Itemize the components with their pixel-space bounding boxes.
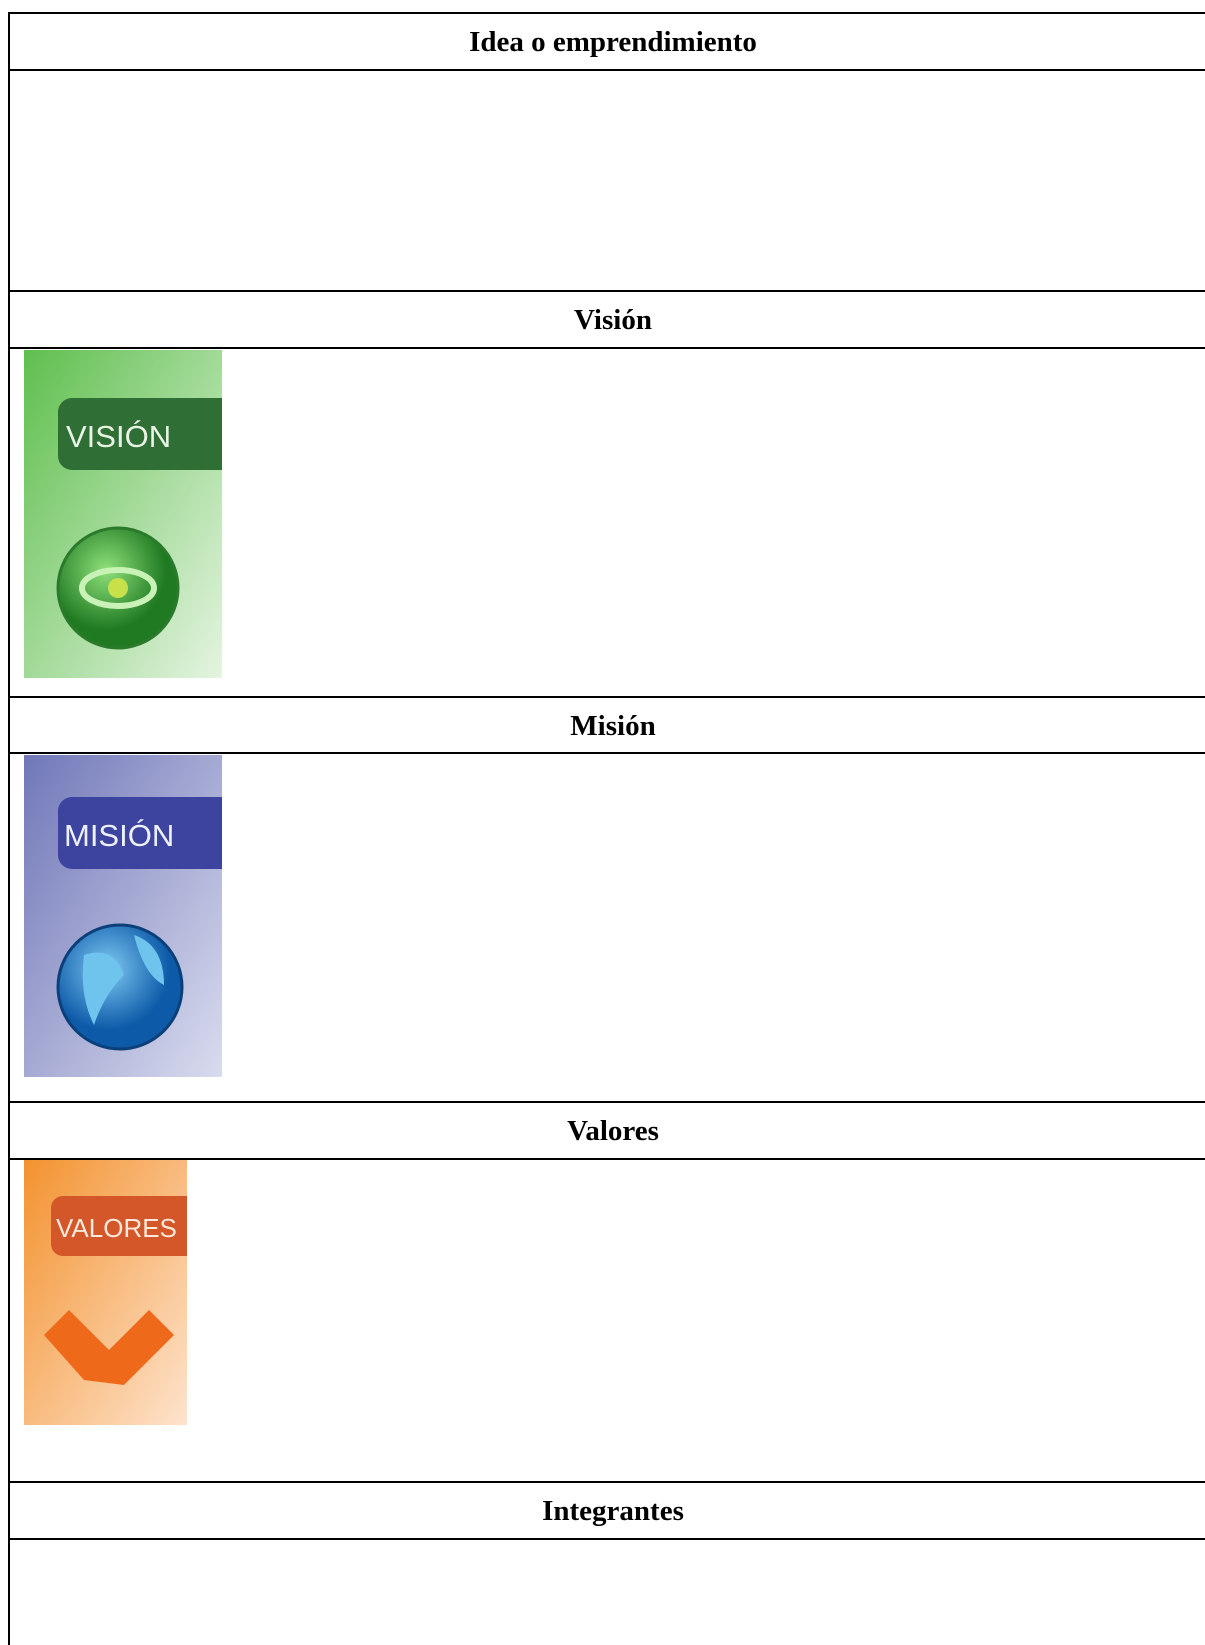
mision-image: MISIÓN <box>24 755 222 1077</box>
table-border <box>8 13 10 1645</box>
table-border <box>8 696 1205 698</box>
section-header: Visión <box>574 304 652 336</box>
table-border <box>8 69 1205 71</box>
vision-image: VISIÓN <box>24 350 222 678</box>
table-border <box>8 12 1205 14</box>
section-header: Integrantes <box>542 1495 684 1527</box>
table-border <box>8 752 1205 754</box>
image-label: MISIÓN <box>64 818 174 853</box>
table-border <box>8 1101 1205 1103</box>
image-label: VISIÓN <box>66 419 171 454</box>
section-header: Idea o emprendimiento <box>469 26 757 58</box>
table-border <box>8 347 1205 349</box>
section-header: Valores <box>567 1115 659 1147</box>
table-border <box>8 1538 1205 1540</box>
table-border <box>8 1481 1205 1483</box>
image-label: VALORES <box>56 1213 177 1243</box>
valores-image: VALORES <box>24 1160 187 1425</box>
table-border <box>8 1158 1205 1160</box>
section-header: Misión <box>570 710 656 742</box>
table-border <box>8 290 1205 292</box>
